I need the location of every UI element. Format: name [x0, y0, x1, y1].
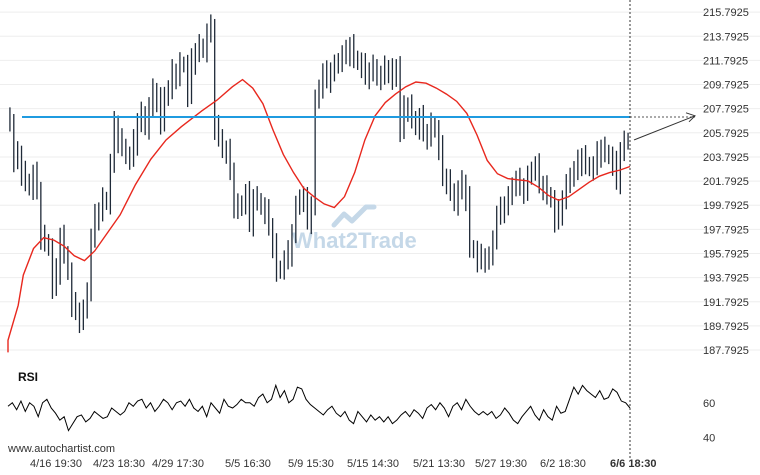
rsi-tick-label: 60: [703, 398, 715, 410]
time-tick-label: 4/23 18:30: [93, 458, 145, 470]
price-panel: 215.7925 213.7925 211.7925 209.7925 207.7925…: [7, 7, 749, 357]
projection-arrow: [633, 115, 696, 141]
price-tick-label: 201.7925: [703, 176, 749, 188]
what2trade-logo-icon: [331, 204, 377, 228]
moving-average-line: [7, 78, 631, 353]
price-tick-label: 199.7925: [703, 200, 749, 212]
time-tick-label: 6/2 18:30: [540, 458, 586, 470]
price-tick-label: 205.7925: [703, 128, 749, 140]
gridlines: [0, 11, 760, 351]
price-tick-label: 211.7925: [703, 55, 748, 67]
price-tick-label: 193.7925: [703, 273, 749, 285]
rsi-label: RSI: [18, 370, 38, 384]
projection-arrowhead: [685, 112, 696, 123]
price-tick-label: 203.7925: [703, 152, 749, 164]
price-tick-label: 189.7925: [703, 321, 749, 333]
time-tick-label: 5/15 14:30: [347, 458, 399, 470]
watermark: What2Trade: [292, 204, 417, 253]
price-tick-label: 191.7925: [703, 297, 749, 309]
time-tick-label: 4/16 19:30: [30, 458, 82, 470]
time-tick-label: 5/27 19:30: [475, 458, 527, 470]
rsi-panel: RSI 60 40: [7, 370, 715, 445]
price-tick-label: 213.7925: [703, 31, 749, 43]
time-axis: 4/16 19:30 4/23 18:30 4/29 17:30 5/5 16:30 5…: [30, 458, 656, 470]
price-axis: 215.7925 213.7925 211.7925 209.7925 207.7925…: [703, 7, 749, 357]
time-tick-label: 6/6 18:30: [610, 458, 656, 470]
rsi-axis: 60 40: [703, 398, 715, 445]
time-tick-label: 5/5 16:30: [225, 458, 271, 470]
price-tick-label: 187.7925: [703, 345, 749, 357]
price-tick-label: 215.7925: [703, 7, 749, 19]
time-tick-label: 4/29 17:30: [152, 458, 204, 470]
time-tick-label: 5/9 15:30: [288, 458, 334, 470]
time-tick-label: 5/21 13:30: [413, 458, 465, 470]
candles: [9, 14, 629, 334]
price-tick-label: 209.7925: [703, 80, 749, 92]
rsi-line: [7, 383, 631, 432]
price-tick-label: 195.7925: [703, 248, 749, 260]
price-tick-label: 197.7925: [703, 224, 749, 236]
price-tick-label: 207.7925: [703, 104, 749, 116]
footer-site-text: www.autochartist.com: [7, 443, 115, 455]
watermark-text: What2Trade: [292, 228, 417, 253]
rsi-tick-label: 40: [703, 433, 715, 445]
